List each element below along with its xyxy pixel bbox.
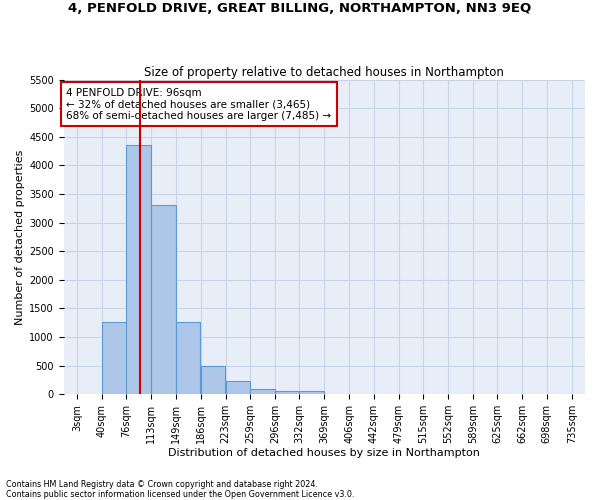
X-axis label: Distribution of detached houses by size in Northampton: Distribution of detached houses by size …	[169, 448, 480, 458]
Bar	[176, 322, 200, 394]
Bar	[151, 206, 176, 394]
Text: 4, PENFOLD DRIVE, GREAT BILLING, NORTHAMPTON, NN3 9EQ: 4, PENFOLD DRIVE, GREAT BILLING, NORTHAM…	[68, 2, 532, 16]
Bar	[299, 391, 324, 394]
Title: Size of property relative to detached houses in Northampton: Size of property relative to detached ho…	[145, 66, 504, 78]
Y-axis label: Number of detached properties: Number of detached properties	[15, 149, 25, 324]
Text: Contains HM Land Registry data © Crown copyright and database right 2024.
Contai: Contains HM Land Registry data © Crown c…	[6, 480, 355, 499]
Bar	[201, 366, 226, 394]
Bar	[102, 322, 127, 394]
Bar	[226, 380, 250, 394]
Bar	[275, 390, 300, 394]
Bar	[127, 146, 151, 394]
Text: 4 PENFOLD DRIVE: 96sqm
← 32% of detached houses are smaller (3,465)
68% of semi-: 4 PENFOLD DRIVE: 96sqm ← 32% of detached…	[66, 88, 331, 120]
Bar	[250, 389, 275, 394]
